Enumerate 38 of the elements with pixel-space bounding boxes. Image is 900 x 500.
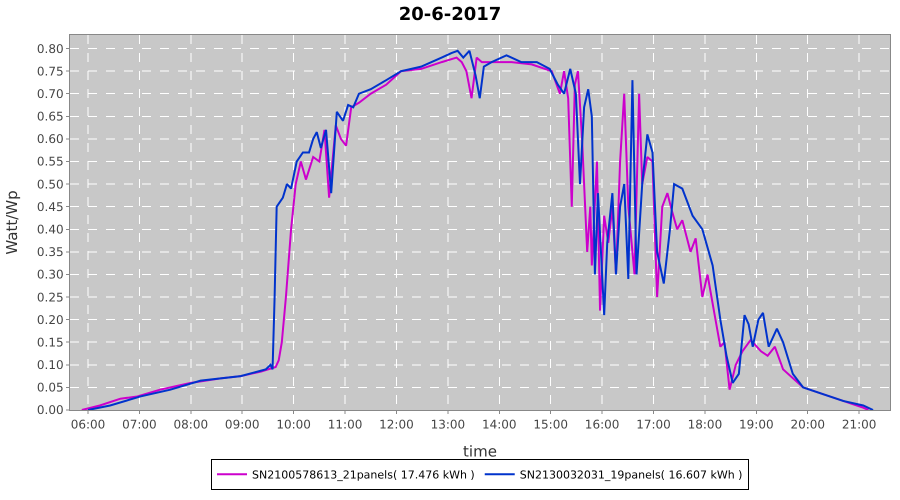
- x-tick-label: 20:00: [790, 417, 826, 432]
- x-tick-label: 07:00: [122, 417, 157, 432]
- y-tick-label: 0.45: [36, 200, 64, 214]
- y-tick-label: 0.05: [36, 380, 64, 395]
- y-tick-label: 0.10: [36, 358, 64, 372]
- y-tick-label: 0.30: [36, 268, 64, 282]
- x-tick-label: 09:00: [224, 417, 260, 432]
- x-tick-label: 21:00: [842, 417, 876, 432]
- y-tick-label: 0.60: [36, 132, 64, 146]
- y-tick-label: 0.70: [36, 86, 64, 101]
- x-tick-label: 06:00: [70, 417, 106, 432]
- x-tick-label: 10:00: [276, 417, 311, 432]
- y-tick-label: 0.40: [36, 222, 64, 236]
- chart-title: 20-6-2017: [398, 4, 502, 26]
- legend-label: SN2130032031_19panels( 16.607 kWh ): [520, 468, 742, 482]
- x-tick-label: 08:00: [174, 417, 208, 432]
- x-tick-label: 19:00: [739, 417, 774, 432]
- x-tick-label: 18:00: [688, 417, 722, 432]
- x-tick-label: 14:00: [482, 417, 517, 432]
- y-tick-label: 0.65: [36, 110, 64, 124]
- x-tick-label: 15:00: [533, 417, 568, 432]
- x-tick-label: 11:00: [328, 417, 362, 432]
- y-tick-label: 0.55: [36, 154, 64, 169]
- y-tick-label: 0.15: [36, 335, 64, 350]
- x-tick-label: 16:00: [584, 417, 620, 432]
- x-axis-title: time: [463, 442, 497, 460]
- y-tick-label: 0.00: [36, 403, 64, 418]
- y-axis-title: Watt/Wp: [3, 190, 22, 255]
- legend-label: SN2100578613_21panels( 17.476 kWh ): [252, 468, 475, 482]
- y-tick-label: 0.75: [36, 64, 64, 78]
- x-tick-label: 17:00: [636, 417, 671, 432]
- y-tick-label: 0.20: [36, 312, 64, 327]
- y-tick-label: 0.25: [36, 290, 64, 304]
- y-tick-label: 0.35: [36, 245, 64, 260]
- x-tick-label: 12:00: [379, 417, 414, 432]
- y-tick-label: 0.50: [36, 177, 64, 192]
- y-tick-label: 0.80: [36, 42, 64, 56]
- x-tick-label: 13:00: [430, 417, 466, 432]
